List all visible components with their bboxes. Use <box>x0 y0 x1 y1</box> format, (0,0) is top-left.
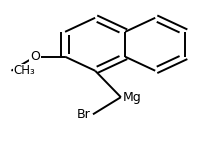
Text: Mg: Mg <box>123 91 142 104</box>
Text: CH₃: CH₃ <box>14 64 35 77</box>
Text: Br: Br <box>77 108 91 121</box>
Text: O: O <box>30 50 40 63</box>
